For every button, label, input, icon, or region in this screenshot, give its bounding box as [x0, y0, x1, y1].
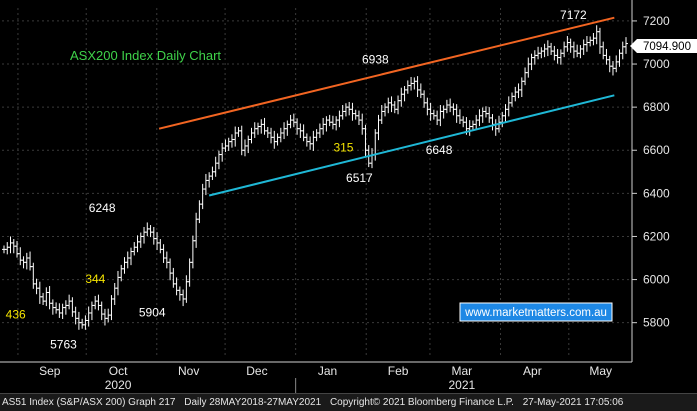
x-year-label: 2020: [105, 378, 132, 392]
x-tick-label: Nov: [178, 364, 199, 378]
x-tick-label: Dec: [246, 364, 267, 378]
annotation-price: 6248: [89, 201, 116, 215]
footer-range: Daily 28MAY2018-27MAY2021: [184, 397, 322, 408]
x-tick-label: Mar: [451, 364, 472, 378]
annotation-price: 6938: [362, 52, 389, 66]
x-tick-label: Oct: [109, 364, 128, 378]
last-price-label: 7094.900: [643, 41, 691, 53]
watermark: www.marketmatters.com.au: [459, 302, 613, 322]
y-tick-label: 6800: [643, 100, 670, 114]
annotation-price: 5904: [139, 305, 166, 319]
chart-title: ASX200 Index Daily Chart: [70, 48, 221, 63]
x-tick-label: Apr: [523, 364, 542, 378]
y-axis: 5800 6000 6200 6400 6600 6800 7000 7200: [631, 0, 670, 362]
grid-lines: [2, 8, 632, 355]
trendlines: [158, 16, 615, 197]
x-tick-label: Jan: [318, 364, 337, 378]
x-axis: Sep Oct Nov Dec Jan Feb Mar Apr May 2020 2021: [0, 361, 632, 393]
x-tick-label: May: [589, 364, 612, 378]
status-footer: AS51 Index (S&P/ASX 200) Graph 217 Daily…: [0, 393, 697, 411]
asx200-chart: 6938 7172 6248 6517 6648 5904 5763 436 344 315 58…: [0, 0, 697, 393]
annotation-price: 6648: [426, 143, 453, 157]
y-tick-label: 6000: [643, 273, 670, 287]
annotation-count: 436: [6, 307, 26, 321]
x-year-label: 2021: [448, 378, 475, 392]
footer-security: AS51 Index (S&P/ASX 200) Graph 217: [2, 397, 176, 408]
y-tick-label: 7000: [643, 57, 670, 71]
lower-trendline: [208, 94, 615, 197]
watermark-text: www.marketmatters.com.au: [464, 307, 607, 319]
annotations: 6938 7172 6248 6517 6648 5904 5763 436 344 315: [6, 8, 587, 352]
x-tick-label: Sep: [39, 364, 61, 378]
price-series: [2, 25, 628, 330]
x-tick-label: Feb: [388, 364, 409, 378]
y-tick-label: 5800: [643, 316, 670, 330]
y-tick-label: 6600: [643, 143, 670, 157]
upper-trendline: [158, 16, 615, 130]
footer-copyright: Copyright© 2021 Bloomberg Finance L.P.: [329, 397, 514, 408]
y-tick-label: 7200: [643, 14, 670, 28]
last-price-tag: 7094.900: [630, 39, 697, 53]
y-tick-label: 6400: [643, 186, 670, 200]
y-tick-label: 6200: [643, 229, 670, 243]
annotation-count: 344: [85, 272, 105, 286]
annotation-price: 7172: [560, 8, 587, 22]
footer-timestamp: 27-May-2021 17:05:06: [522, 397, 624, 408]
annotation-count: 315: [333, 140, 353, 154]
annotation-price: 6517: [346, 171, 373, 185]
annotation-price: 5763: [50, 338, 77, 352]
